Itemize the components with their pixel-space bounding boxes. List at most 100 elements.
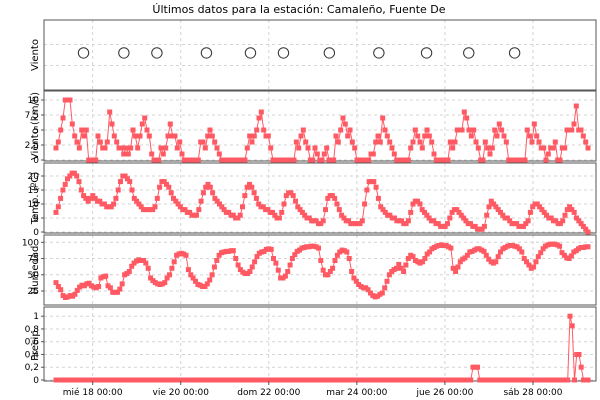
data-point — [498, 209, 503, 215]
data-point — [405, 256, 411, 261]
data-point — [571, 121, 577, 127]
data-point — [351, 275, 357, 281]
data-point — [364, 187, 370, 193]
y-axis-label: Viento (km/h) — [30, 92, 41, 160]
data-point — [79, 127, 85, 133]
data-point — [427, 249, 433, 255]
data-point — [405, 218, 411, 224]
data-point — [334, 201, 340, 207]
data-point — [104, 139, 110, 145]
data-point — [371, 179, 377, 185]
data-point — [485, 145, 491, 151]
data-point — [254, 254, 260, 260]
data-point — [396, 261, 402, 267]
data-point — [339, 212, 345, 218]
data-point — [534, 133, 540, 139]
data-point — [210, 190, 216, 196]
data-point — [141, 258, 146, 263]
data-point — [319, 157, 325, 163]
data-point — [97, 139, 103, 145]
data-point — [58, 127, 64, 133]
data-point — [538, 250, 544, 256]
wind-direction-marker — [151, 47, 163, 59]
data-point — [306, 215, 312, 221]
panel-frame — [43, 19, 597, 91]
data-point — [103, 273, 109, 279]
data-point — [135, 145, 141, 151]
wind-direction-marker — [463, 47, 475, 59]
data-point — [387, 212, 393, 218]
data-point — [202, 145, 208, 151]
data-point — [85, 198, 91, 204]
data-point — [531, 121, 537, 127]
chart-title: Últimos datos para la estación: Camaleño… — [152, 3, 445, 16]
data-point — [300, 127, 306, 133]
data-point — [472, 223, 478, 229]
data-point — [408, 145, 414, 151]
data-point — [456, 209, 462, 215]
data-point — [172, 133, 178, 139]
data-point — [276, 215, 282, 221]
panel-precip: 0 0,2 0,4 0,6 0,8 1 Precip. — [25, 306, 597, 386]
data-point — [468, 133, 474, 139]
x-tick-label: mié 18 00:00 — [63, 387, 123, 398]
data-point — [205, 133, 211, 139]
data-point — [119, 281, 125, 287]
data-point — [233, 256, 239, 261]
data-point — [378, 204, 384, 210]
data-point — [464, 252, 470, 258]
y-tick-label: 75 — [28, 255, 39, 265]
data-point — [480, 157, 486, 163]
data-point — [488, 198, 494, 204]
data-point — [164, 275, 170, 281]
data-point — [107, 109, 113, 115]
data-point — [365, 287, 371, 293]
data-point — [375, 133, 381, 139]
data-point — [122, 173, 128, 179]
data-point — [65, 176, 70, 182]
data-point — [362, 201, 368, 207]
data-point — [53, 280, 59, 286]
y-tick-label: 20 — [28, 172, 40, 182]
data-point — [293, 139, 299, 145]
data-point — [461, 109, 467, 115]
data-point — [95, 133, 101, 139]
data-point — [387, 139, 393, 145]
x-axis: mié 18 00:00 vie 20 00:00 dom 22 00:00 mar … — [63, 381, 563, 398]
data-point — [568, 253, 574, 259]
data-point — [177, 139, 183, 145]
data-point — [548, 215, 554, 221]
data-point — [209, 272, 215, 278]
data-point — [562, 145, 568, 151]
data-point — [81, 193, 87, 199]
data-point — [242, 193, 248, 199]
y-tick-label: 1 — [33, 312, 39, 322]
data-point — [305, 145, 311, 151]
data-point — [152, 204, 158, 210]
data-point — [583, 226, 589, 232]
data-point — [247, 269, 253, 274]
data-point — [296, 145, 302, 151]
data-point — [281, 201, 287, 207]
data-point — [167, 121, 173, 127]
panel-viento-dir: Viento — [30, 19, 597, 91]
data-point — [580, 133, 586, 139]
data-point — [249, 139, 255, 145]
data-point — [471, 127, 477, 133]
data-point — [462, 255, 468, 261]
data-point — [521, 223, 526, 229]
data-point — [175, 201, 181, 207]
data-point — [310, 157, 316, 163]
data-point — [559, 250, 565, 256]
data-point — [156, 157, 162, 163]
data-point — [154, 195, 160, 201]
data-point — [193, 278, 198, 284]
data-point — [569, 207, 575, 213]
data-point — [567, 313, 573, 319]
data-point — [521, 256, 527, 261]
data-point — [58, 287, 64, 293]
data-point — [270, 209, 275, 215]
data-point — [325, 272, 331, 278]
data-point — [566, 256, 572, 261]
